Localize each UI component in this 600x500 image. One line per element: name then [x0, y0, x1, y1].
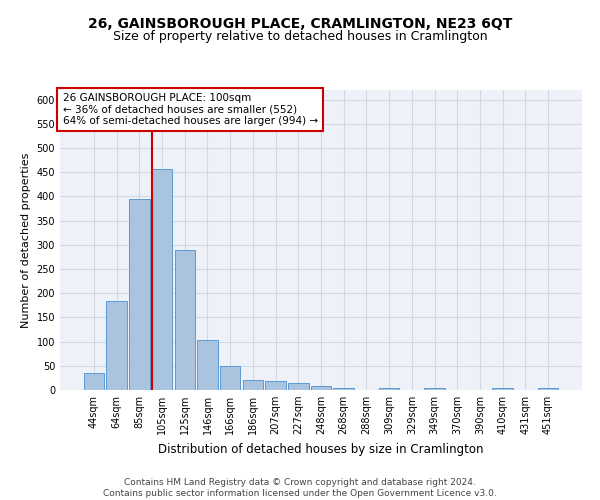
Bar — [334, 388, 354, 390]
Text: 26 GAINSBOROUGH PLACE: 100sqm
← 36% of detached houses are smaller (552)
64% of : 26 GAINSBOROUGH PLACE: 100sqm ← 36% of d… — [62, 93, 318, 126]
Bar — [220, 366, 241, 390]
Text: 26, GAINSBOROUGH PLACE, CRAMLINGTON, NE23 6QT: 26, GAINSBOROUGH PLACE, CRAMLINGTON, NE2… — [88, 18, 512, 32]
Bar — [288, 383, 308, 390]
Bar — [379, 388, 400, 390]
Bar — [152, 169, 172, 390]
Bar — [538, 388, 558, 390]
Bar — [242, 380, 263, 390]
Bar — [311, 386, 331, 390]
Bar — [424, 388, 445, 390]
Bar — [175, 250, 195, 390]
Bar — [84, 373, 104, 390]
Text: Contains HM Land Registry data © Crown copyright and database right 2024.
Contai: Contains HM Land Registry data © Crown c… — [103, 478, 497, 498]
Bar — [265, 381, 286, 390]
Bar — [197, 340, 218, 390]
X-axis label: Distribution of detached houses by size in Cramlington: Distribution of detached houses by size … — [158, 442, 484, 456]
Bar — [106, 302, 127, 390]
Bar — [129, 199, 149, 390]
Text: Size of property relative to detached houses in Cramlington: Size of property relative to detached ho… — [113, 30, 487, 43]
Bar — [493, 388, 513, 390]
Y-axis label: Number of detached properties: Number of detached properties — [21, 152, 31, 328]
